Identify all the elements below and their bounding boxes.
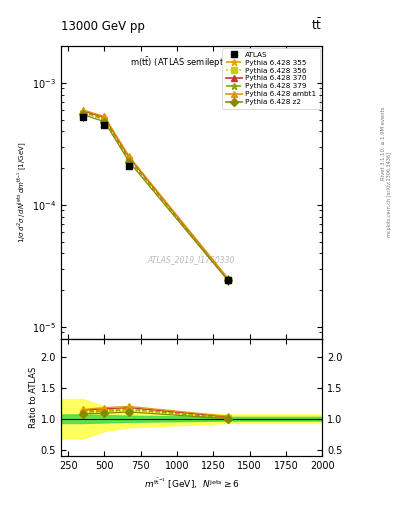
Text: m(t$\bar{\rm t}$) (ATLAS semileptonic t$\bar{\rm t}$): m(t$\bar{\rm t}$) (ATLAS semileptonic t$… bbox=[130, 55, 253, 70]
Y-axis label: $1/\sigma\, d^2\sigma\,/\, dN^{\rm jets}\, dm^{{\rm t\bar{t}}^{-1}}\,\,[1/{\rm G: $1/\sigma\, d^2\sigma\,/\, dN^{\rm jets}… bbox=[15, 142, 29, 243]
Text: ATLAS_2019_I1750330: ATLAS_2019_I1750330 bbox=[148, 255, 235, 264]
Text: 13000 GeV pp: 13000 GeV pp bbox=[61, 20, 145, 33]
Text: Rivet 3.1.10, ≥ 1.9M events: Rivet 3.1.10, ≥ 1.9M events bbox=[381, 106, 386, 180]
X-axis label: $m^{{\rm t\bar{t}}^{-1}}$ [GeV],  $N^{\rm jets} \geq 6$: $m^{{\rm t\bar{t}}^{-1}}$ [GeV], $N^{\rm… bbox=[144, 476, 239, 491]
Text: t$\bar{\rm t}$: t$\bar{\rm t}$ bbox=[311, 18, 322, 33]
Y-axis label: Ratio to ATLAS: Ratio to ATLAS bbox=[29, 367, 38, 428]
Text: mcplots.cern.ch [arXiv:1306.3436]: mcplots.cern.ch [arXiv:1306.3436] bbox=[387, 152, 392, 237]
Legend: ATLAS, Pythia 6.428 355, Pythia 6.428 356, Pythia 6.428 370, Pythia 6.428 379, P: ATLAS, Pythia 6.428 355, Pythia 6.428 35… bbox=[222, 48, 320, 109]
